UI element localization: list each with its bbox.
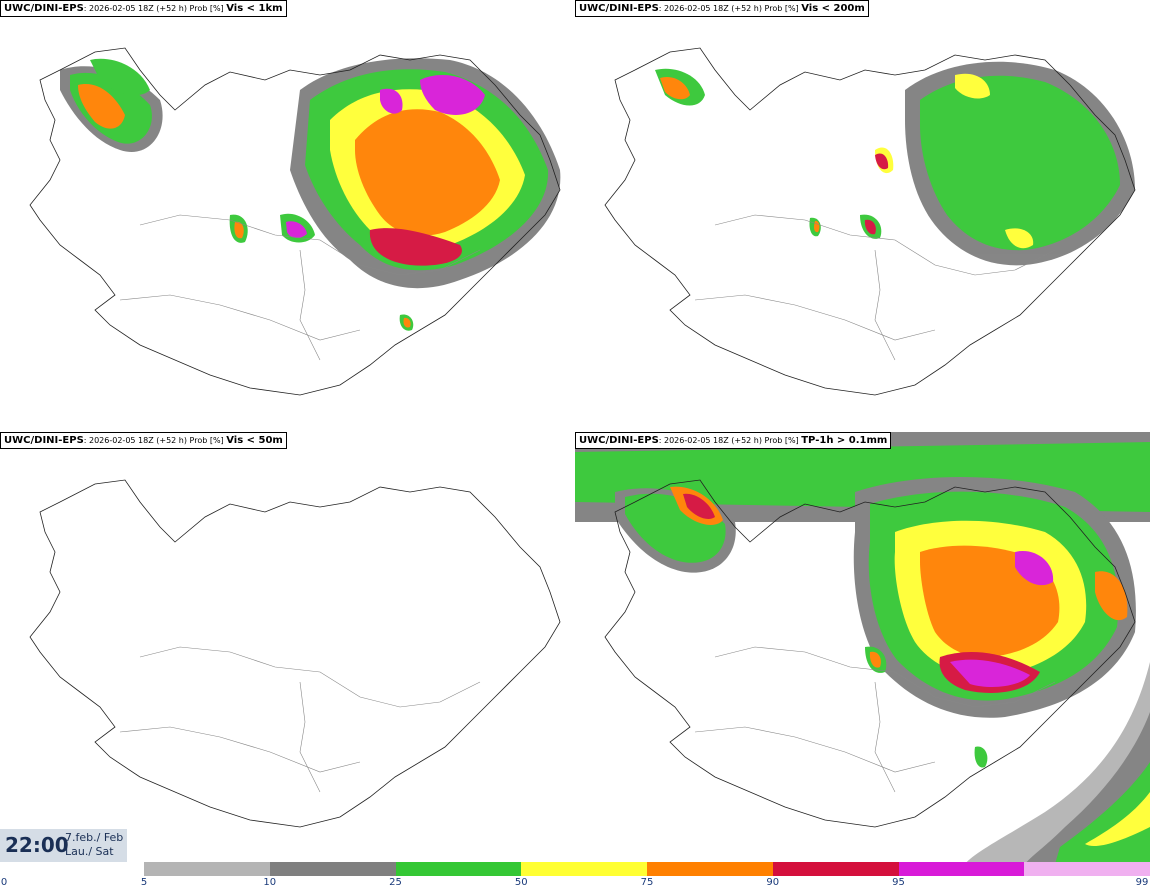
map-panel-vis-200m: UWC/DINI-EPS: 2026-02-05 18Z (+52 h) Pro… — [575, 0, 1150, 432]
valid-time-box: 22:00 7.feb./ Feb Lau./ Sat — [0, 829, 127, 862]
colorbar-tick-label: 5 — [140, 877, 148, 888]
colorbar-segment — [144, 862, 270, 876]
colorbar-segment — [1024, 862, 1150, 876]
model-name: UWC/DINI-EPS — [579, 3, 659, 14]
valid-date: 7.feb./ Feb Lau./ Sat — [65, 831, 123, 859]
colorbar-tick-label: 90 — [766, 877, 780, 888]
valid-date-line2: Lau./ Sat — [65, 845, 114, 858]
colorbar-tick-label: 0 — [0, 877, 8, 888]
coastline — [604, 479, 1136, 828]
colorbar-tick-label: 99 — [1135, 877, 1149, 888]
field-name: Vis < 200m — [801, 3, 865, 14]
colorbar — [144, 862, 1150, 876]
colorbar-tick-label: 75 — [640, 877, 654, 888]
iceland-map — [29, 479, 561, 828]
iceland-map — [29, 47, 561, 396]
run-info: : 2026-02-05 18Z (+52 h) Prob [%] — [83, 436, 224, 445]
panel-title: UWC/DINI-EPS: 2026-02-05 18Z (+52 h) Pro… — [575, 432, 892, 449]
colorbar-tick-label: 25 — [389, 877, 402, 888]
model-name: UWC/DINI-EPS — [4, 435, 84, 446]
panel-title: UWC/DINI-EPS: 2026-02-05 18Z (+52 h) Pro… — [0, 0, 287, 17]
colorbar-segment — [521, 862, 647, 876]
field-name: Vis < 1km — [226, 3, 283, 14]
model-name: UWC/DINI-EPS — [4, 3, 84, 14]
run-info: : 2026-02-05 18Z (+52 h) Prob [%] — [83, 4, 224, 13]
map-panel-precip: UWC/DINI-EPS: 2026-02-05 18Z (+52 h) Pro… — [575, 432, 1150, 864]
field-name: Vis < 50m — [226, 435, 283, 446]
iceland-map — [575, 432, 1150, 864]
colorbar-segment — [269, 862, 396, 876]
field-name: TP-1h > 0.1mm — [801, 435, 888, 446]
run-info: : 2026-02-05 18Z (+52 h) Prob [%] — [658, 436, 799, 445]
run-info: : 2026-02-05 18Z (+52 h) Prob [%] — [658, 4, 799, 13]
colorbar-ticks: 0 5 10 25 50 75 90 95 99 — [0, 876, 1150, 891]
prob-field — [655, 61, 1135, 266]
coastline — [604, 47, 1136, 396]
colorbar-segment — [647, 862, 773, 876]
model-name: UWC/DINI-EPS — [579, 435, 659, 446]
colorbar-tick-label: 95 — [892, 877, 905, 888]
prob-field — [575, 432, 1150, 864]
colorbar-tick-label: 10 — [263, 877, 277, 888]
prob-field — [60, 58, 561, 331]
map-panel-vis-50m: UWC/DINI-EPS: 2026-02-05 18Z (+52 h) Pro… — [0, 432, 575, 864]
panel-title: UWC/DINI-EPS: 2026-02-05 18Z (+52 h) Pro… — [575, 0, 869, 17]
map-panel-vis-1km: UWC/DINI-EPS: 2026-02-05 18Z (+52 h) Pro… — [0, 0, 575, 432]
panel-title: UWC/DINI-EPS: 2026-02-05 18Z (+52 h) Pro… — [0, 432, 287, 449]
colorbar-tick-label: 50 — [514, 877, 528, 888]
iceland-map — [604, 47, 1136, 396]
coastline — [29, 479, 561, 828]
colorbar-segment — [395, 862, 522, 876]
valid-date-line1: 7.feb./ Feb — [65, 831, 124, 844]
colorbar-segment — [898, 862, 1025, 876]
colorbar-segment — [772, 862, 899, 876]
coastline — [29, 47, 561, 396]
valid-time: 22:00 — [5, 833, 69, 857]
